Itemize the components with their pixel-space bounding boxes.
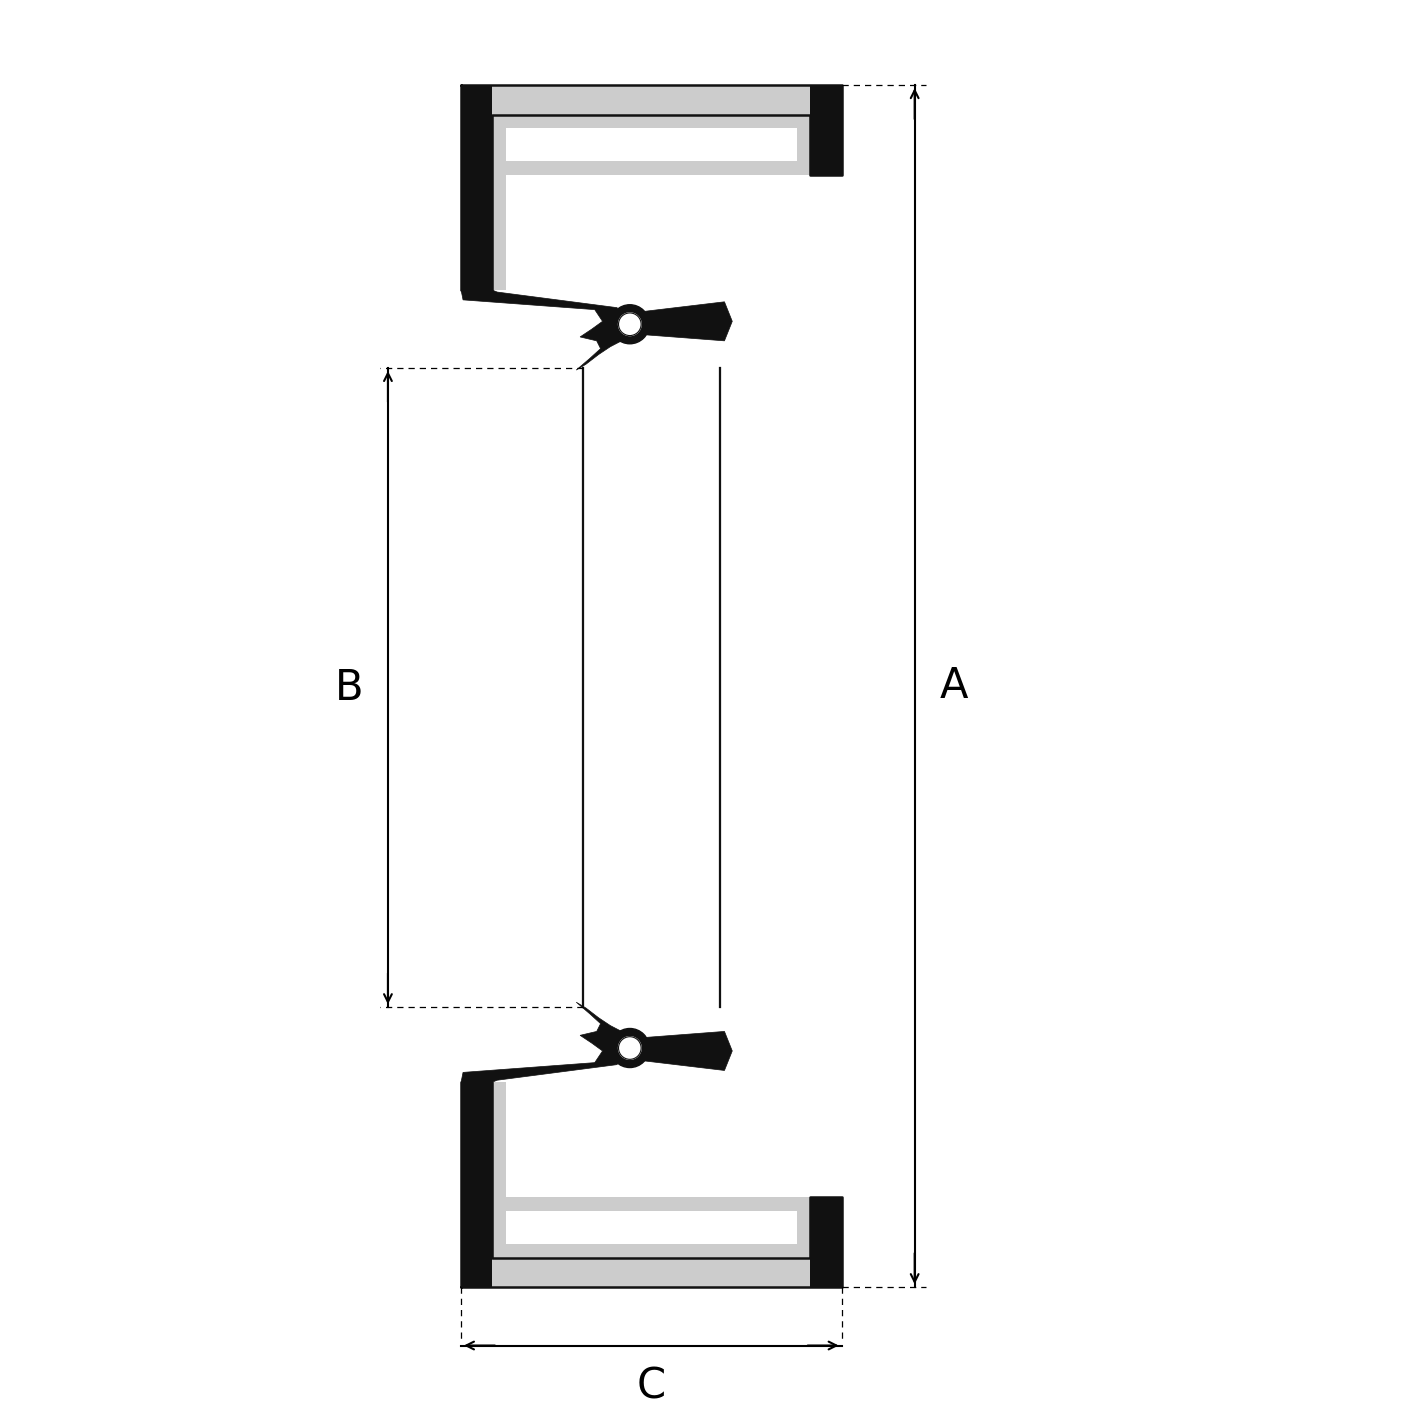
Text: A: A [939,665,967,707]
Polygon shape [492,174,506,290]
Polygon shape [506,1211,797,1244]
Polygon shape [810,1198,842,1258]
Polygon shape [461,1258,842,1286]
Polygon shape [492,1258,810,1286]
Polygon shape [492,86,810,114]
Circle shape [619,314,641,336]
Polygon shape [506,128,797,162]
Polygon shape [492,114,810,174]
Circle shape [619,1036,641,1059]
Polygon shape [461,290,733,370]
Polygon shape [492,1083,506,1198]
Polygon shape [810,114,842,174]
Polygon shape [461,114,492,290]
Polygon shape [461,86,842,114]
Text: C: C [637,1365,666,1406]
Polygon shape [461,1083,492,1258]
Polygon shape [461,1002,733,1083]
Circle shape [610,305,650,343]
Circle shape [610,1029,650,1067]
Text: B: B [335,666,363,709]
Polygon shape [492,1198,810,1258]
